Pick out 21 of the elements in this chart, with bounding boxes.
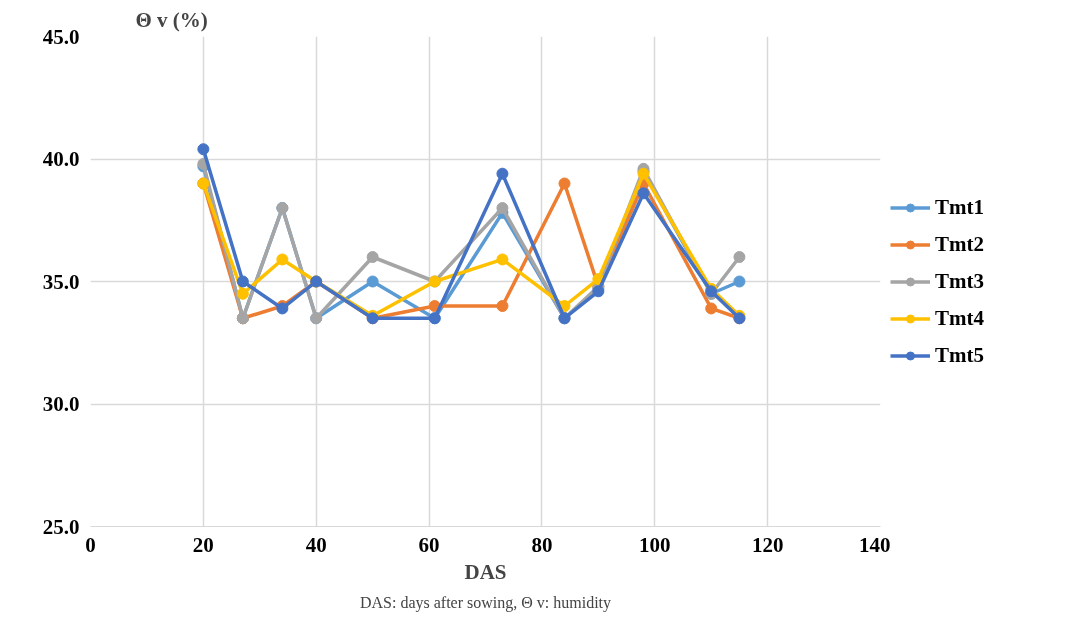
x-tick-label: 0: [85, 532, 96, 557]
x-tick-label: 60: [418, 532, 440, 557]
x-tick-label: 100: [639, 532, 671, 557]
x-tick-label: 120: [751, 532, 784, 557]
x-axis-title: DAS: [464, 559, 507, 584]
y-tick-label: 45.0: [42, 24, 80, 49]
legend-label: Tmt1: [935, 194, 984, 220]
x-tick-label: 40: [305, 532, 327, 557]
x-tick-label: 80: [531, 532, 553, 557]
legend-label: Tmt4: [935, 305, 984, 331]
legend-label: Tmt2: [935, 231, 984, 257]
y-tick-label: 25.0: [42, 514, 80, 539]
text: DAS: days after sowing, Θ v: humidity: [359, 593, 612, 612]
x-tick-label: 140: [859, 532, 891, 557]
y-tick-label: 40.0: [42, 147, 80, 171]
y-tick-label: 35.0: [42, 269, 80, 294]
x-tick-label: 20: [192, 532, 214, 557]
legend-label: Tmt5: [935, 342, 984, 368]
y-axis-title: Θ v (%): [135, 7, 208, 32]
legend-label: Tmt3: [935, 268, 984, 294]
y-tick-label: 30.0: [42, 392, 80, 416]
